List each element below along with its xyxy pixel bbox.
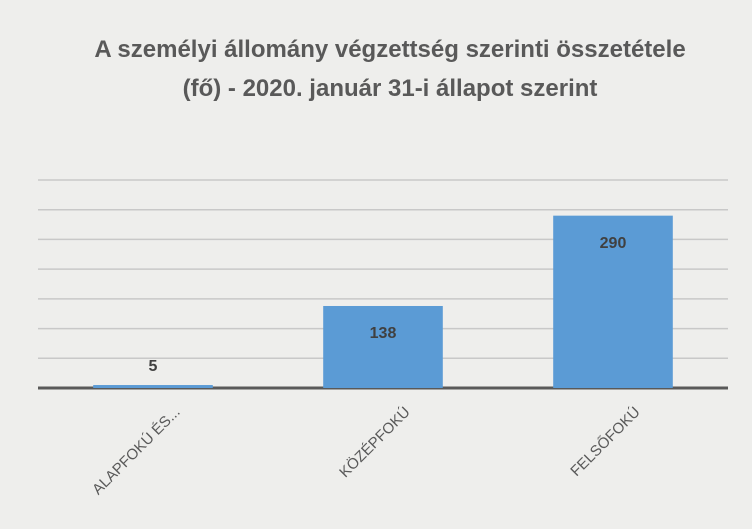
data-label: 138: [370, 325, 397, 342]
x-tick-label: KÖZÉPFOKÚ: [335, 403, 413, 481]
bar: [93, 385, 213, 388]
bar: [553, 215, 673, 388]
x-tick-label: FELSŐFOKÚ: [567, 404, 643, 480]
bar: [323, 305, 443, 388]
chart-title: A személyi állomány végzettség szerinti …: [94, 36, 686, 102]
data-label: 290: [600, 235, 627, 252]
data-label: 5: [149, 358, 158, 375]
x-tick-label: ALAPFOKÚ ÉS...: [89, 404, 184, 499]
